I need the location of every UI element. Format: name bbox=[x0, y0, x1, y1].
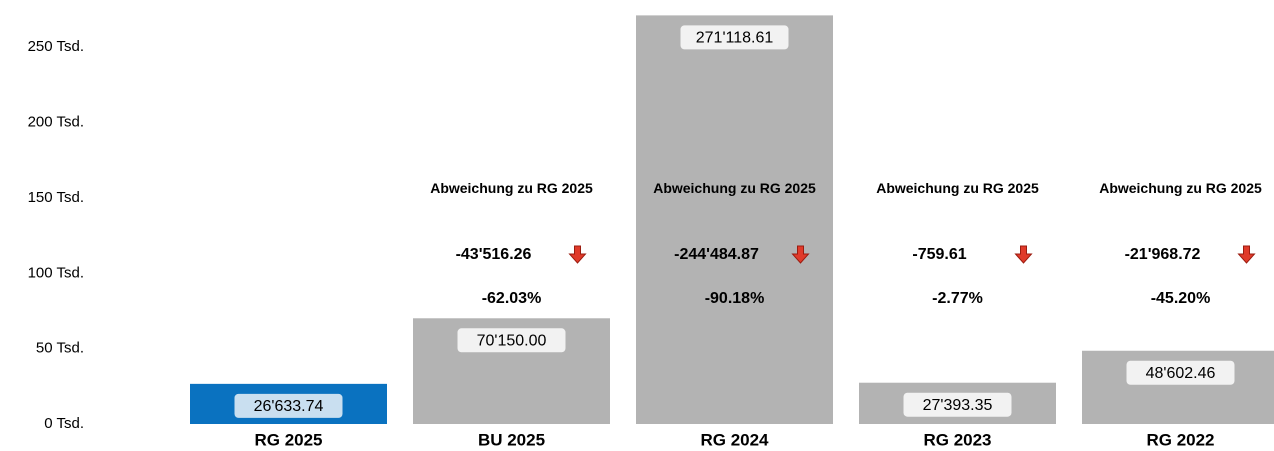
value-label: 26'633.74 bbox=[254, 398, 324, 415]
deviation-heading: Abweichung zu RG 2025 bbox=[430, 180, 593, 196]
down-arrow bbox=[791, 245, 810, 264]
bar bbox=[636, 15, 833, 424]
x-tick-label: RG 2024 bbox=[700, 430, 769, 449]
deviation-heading: Abweichung zu RG 2025 bbox=[876, 180, 1039, 196]
deviation-value: -244'484.87 bbox=[674, 246, 759, 263]
value-label: 70'150.00 bbox=[477, 332, 547, 349]
deviation-value: -759.61 bbox=[912, 246, 967, 263]
value-label-box bbox=[1126, 360, 1235, 385]
deviation-heading: Abweichung zu RG 2025 bbox=[653, 180, 816, 196]
deviation-value: -43'516.26 bbox=[455, 246, 532, 263]
value-label: 48'602.46 bbox=[1146, 365, 1216, 382]
y-tick-label: 250 Tsd. bbox=[28, 38, 84, 55]
deviation-percent: -2.77% bbox=[932, 290, 983, 307]
x-tick-label: RG 2022 bbox=[1146, 430, 1214, 449]
deviation-value: -21'968.72 bbox=[1124, 246, 1201, 263]
value-label: 271'118.61 bbox=[696, 30, 774, 47]
value-label-box bbox=[234, 393, 343, 418]
y-tick-label: 0 Tsd. bbox=[44, 415, 84, 432]
deviation-percent: -90.18% bbox=[704, 290, 765, 307]
down-arrow bbox=[568, 245, 587, 264]
deviation-heading: Abweichung zu RG 2025 bbox=[1099, 180, 1262, 196]
value-label-box bbox=[457, 328, 566, 353]
x-tick-label: RG 2025 bbox=[254, 430, 322, 449]
value-label: 27'393.35 bbox=[923, 397, 993, 414]
y-tick-label: 100 Tsd. bbox=[28, 264, 84, 281]
y-tick-label: 150 Tsd. bbox=[28, 189, 84, 206]
deviation-percent: -62.03% bbox=[481, 290, 542, 307]
down-arrow bbox=[1014, 245, 1033, 264]
x-tick-label: BU 2025 bbox=[478, 430, 545, 449]
down-arrow bbox=[1237, 245, 1256, 264]
y-tick-label: 200 Tsd. bbox=[28, 114, 84, 131]
deviation-percent: -45.20% bbox=[1150, 290, 1211, 307]
value-label-box bbox=[903, 392, 1012, 417]
value-label-box bbox=[680, 25, 789, 50]
x-tick-label: RG 2023 bbox=[923, 430, 991, 449]
y-tick-label: 50 Tsd. bbox=[36, 340, 84, 357]
